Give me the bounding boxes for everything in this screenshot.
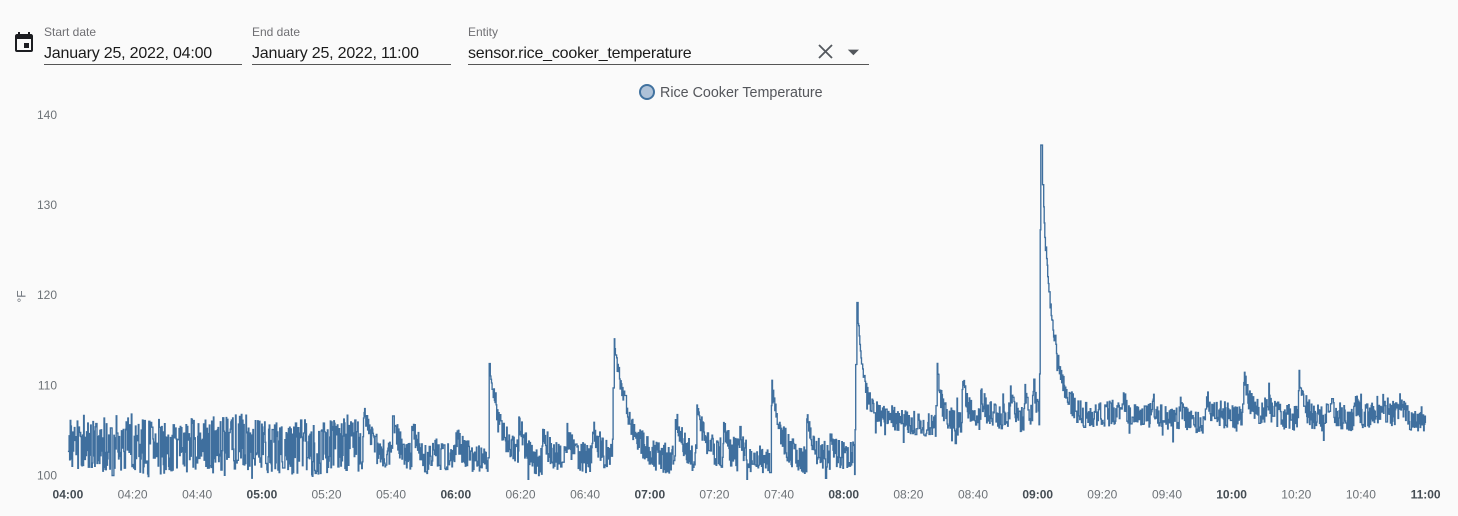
svg-text:06:20: 06:20 [505,487,535,501]
svg-text:04:20: 04:20 [118,487,148,501]
svg-text:100: 100 [37,469,57,483]
svg-text:09:00: 09:00 [1022,487,1053,501]
svg-text:06:00: 06:00 [440,487,471,501]
svg-text:140: 140 [37,108,57,122]
svg-text:09:20: 09:20 [1087,487,1117,501]
svg-text:11:00: 11:00 [1411,487,1441,501]
svg-text:10:40: 10:40 [1346,487,1376,501]
svg-text:08:20: 08:20 [893,487,923,501]
svg-text:04:00: 04:00 [53,487,84,501]
svg-text:10:20: 10:20 [1281,487,1311,501]
svg-text:10:00: 10:00 [1216,487,1247,501]
svg-text:05:40: 05:40 [376,487,406,501]
svg-text:08:00: 08:00 [828,487,859,501]
svg-text:09:40: 09:40 [1152,487,1182,501]
svg-text:110: 110 [38,378,57,392]
svg-text:07:20: 07:20 [699,487,729,501]
svg-text:04:40: 04:40 [182,487,212,501]
svg-text:06:40: 06:40 [570,487,600,501]
svg-text:°F: °F [14,290,28,302]
svg-text:05:00: 05:00 [247,487,278,501]
svg-text:130: 130 [37,198,57,212]
svg-text:08:40: 08:40 [958,487,988,501]
svg-text:07:40: 07:40 [764,487,794,501]
svg-text:120: 120 [37,288,57,302]
svg-text:07:00: 07:00 [634,487,665,501]
svg-text:05:20: 05:20 [311,487,341,501]
